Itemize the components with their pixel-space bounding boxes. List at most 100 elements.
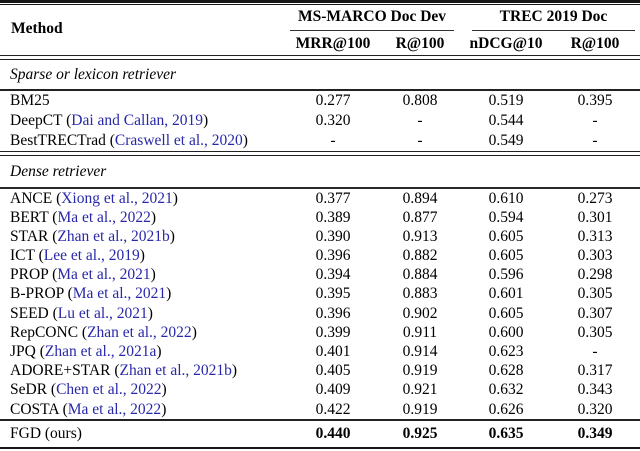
method-name: FGD (ours) — [10, 424, 82, 442]
subcolumn-header-row: MRR@100 R@100 nDCG@10 R@100 — [0, 31, 640, 55]
citation-link[interactable]: Lee et al., 2019 — [43, 247, 140, 265]
metric-value: 0.401 — [315, 343, 351, 360]
table-row-star: STAR (Zhan et al., 2021b) 0.390 0.913 0.… — [0, 227, 640, 246]
group-header-trec: TREC 2019 Doc — [472, 5, 635, 31]
citation-link[interactable]: Zhan et al., 2021a — [44, 343, 157, 360]
metric-value: 0.628 — [488, 362, 524, 380]
metric-value: 0.919 — [402, 362, 438, 380]
method-suffix: ) — [203, 112, 209, 129]
method-name: BERT ( — [10, 208, 58, 226]
citation-link[interactable]: Ma et al., 2022 — [57, 208, 151, 226]
citation-link[interactable]: Dai and Callan, 2019 — [71, 112, 204, 129]
metric-value: 0.883 — [402, 285, 438, 303]
metric-value: 0.808 — [402, 92, 438, 109]
method-name: ICT ( — [10, 247, 44, 265]
method-column-header: Method — [11, 20, 63, 37]
citation-link[interactable]: Chen et al., 2022 — [56, 381, 162, 399]
citation-link[interactable]: Ma et al., 2021 — [72, 285, 167, 303]
metric-value: 0.635 — [488, 424, 524, 442]
top-rule — [0, 0, 640, 5]
table-row-jpq: JPQ (Zhan et al., 2021a) 0.401 0.914 0.6… — [0, 342, 640, 361]
citation-link[interactable]: Lu et al., 2021 — [57, 304, 148, 322]
metric-value: - — [417, 132, 423, 149]
metric-value: 0.277 — [315, 92, 351, 109]
method-suffix: ) — [150, 266, 156, 284]
metric-value: 0.626 — [488, 400, 524, 418]
table-row-b-prop: B-PROP (Ma et al., 2021) 0.395 0.883 0.6… — [0, 284, 640, 303]
method-name: JPQ ( — [10, 343, 45, 360]
method-suffix: ) — [139, 247, 145, 265]
metric-value: 0.594 — [488, 208, 524, 226]
citation-link[interactable]: Xiong et al., 2021 — [61, 189, 173, 207]
method-cell: JPQ (Zhan et al., 2021a) — [0, 342, 288, 361]
metric-value: 0.440 — [315, 424, 351, 442]
method-cell: DeepCT (Dai and Callan, 2019) — [0, 111, 288, 131]
method-suffix: ) — [150, 208, 157, 226]
metric-value: 0.396 — [315, 304, 351, 322]
section-title-sparse: Sparse or lexicon retriever — [10, 65, 177, 83]
method-cell: ANCE (Xiong et al., 2021) — [0, 189, 288, 208]
citation-link[interactable]: Ma et al., 2022 — [67, 400, 162, 418]
metric-value: 0.596 — [488, 266, 524, 284]
metric-value: 0.394 — [315, 266, 351, 284]
metric-value: 0.919 — [402, 400, 438, 418]
metric-value: 0.298 — [577, 266, 613, 284]
table-row-sedr: SeDR (Chen et al., 2022) 0.409 0.921 0.6… — [0, 380, 640, 399]
metric-value: 0.914 — [402, 343, 438, 360]
group-header-row: MS-MARCO Doc Dev TREC 2019 Doc — [0, 5, 640, 31]
metric-value: 0.632 — [488, 381, 524, 399]
metric-value: 0.882 — [402, 247, 438, 265]
metric-value: 0.317 — [577, 362, 613, 380]
metric-value: 0.409 — [315, 381, 351, 399]
metric-value: 0.390 — [315, 227, 351, 245]
metric-value: 0.389 — [315, 208, 351, 226]
col-header-ndcg10: nDCG@10 — [469, 35, 543, 52]
metric-value: 0.349 — [577, 424, 613, 442]
citation-link[interactable]: Zhan et al., 2021b — [57, 227, 170, 245]
method-suffix: ) — [147, 304, 153, 322]
method-name: PROP ( — [10, 266, 58, 284]
citation-link[interactable]: Zhan et al., 2022 — [87, 323, 192, 341]
table-header: Method MS-MARCO Doc Dev TREC 2019 Doc MR… — [0, 5, 640, 55]
metric-value: 0.399 — [315, 323, 351, 341]
group-header-msmarco: MS-MARCO Doc Dev — [290, 5, 454, 31]
metric-value: 0.305 — [577, 323, 613, 341]
method-cell: BERT (Ma et al., 2022) — [0, 208, 288, 227]
metric-value: 0.601 — [488, 285, 524, 303]
table-row-costa: COSTA (Ma et al., 2022) 0.422 0.919 0.62… — [0, 400, 640, 419]
metric-value: 0.925 — [402, 424, 438, 442]
table-row-ance: ANCE (Xiong et al., 2021) 0.377 0.894 0.… — [0, 189, 640, 208]
citation-link[interactable]: Ma et al., 2021 — [57, 266, 151, 284]
metric-value: 0.396 — [315, 247, 351, 265]
double-rule — [0, 151, 640, 156]
method-cell: SeDR (Chen et al., 2022) — [0, 380, 288, 399]
table-row-bm25: BM25 0.277 0.808 0.519 0.395 — [0, 91, 640, 111]
metric-value: 0.913 — [402, 227, 438, 245]
citation-link[interactable]: Craswell et al., 2020 — [114, 132, 243, 149]
table-row-besttrectrad: BestTRECTrad (Craswell et al., 2020) - -… — [0, 131, 640, 151]
method-suffix: ) — [166, 285, 172, 303]
bottom-rule — [0, 446, 640, 450]
method-cell: PROP (Ma et al., 2021) — [0, 265, 288, 284]
metric-value: 0.911 — [402, 323, 438, 341]
single-rule — [0, 418, 640, 421]
col-header-mrr100: MRR@100 — [295, 35, 371, 52]
metric-value: 0.600 — [488, 323, 524, 341]
table-row-fgd-ours: FGD (ours) 0.440 0.925 0.635 0.349 — [0, 421, 640, 447]
metric-value: 0.395 — [577, 92, 613, 109]
table-row-ict: ICT (Lee et al., 2019) 0.396 0.882 0.605… — [0, 246, 640, 265]
metric-value: 0.313 — [577, 227, 613, 245]
method-cell: BM25 — [0, 91, 288, 111]
method-cell: RepCONC (Zhan et al., 2022) — [0, 323, 288, 342]
method-cell: ICT (Lee et al., 2019) — [0, 246, 288, 265]
citation-link[interactable]: Zhan et al., 2021b — [119, 362, 232, 380]
metric-value: 0.884 — [402, 266, 438, 284]
section-title-dense: Dense retriever — [10, 162, 107, 180]
metric-value: 0.307 — [577, 304, 613, 322]
metric-value: - — [592, 343, 598, 360]
metric-value: 0.921 — [402, 381, 438, 399]
method-suffix: ) — [191, 323, 197, 341]
method-cell: COSTA (Ma et al., 2022) — [0, 400, 288, 419]
method-name: B-PROP ( — [10, 285, 73, 303]
single-rule — [0, 89, 640, 91]
